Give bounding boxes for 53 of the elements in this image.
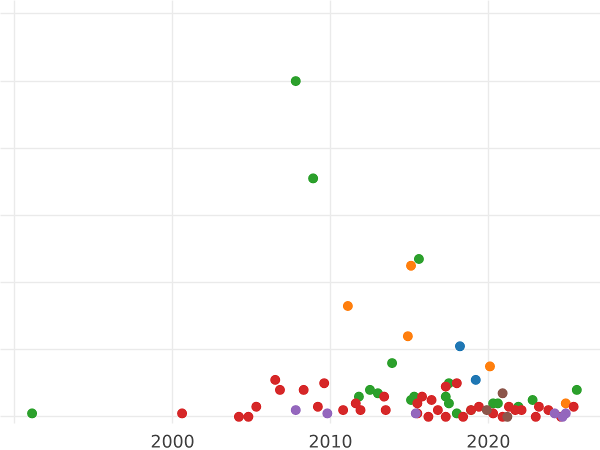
point — [322, 408, 332, 418]
x-tick-label: 2020 — [466, 432, 510, 450]
point — [350, 398, 361, 408]
point — [414, 254, 424, 264]
point — [308, 173, 318, 184]
point — [298, 384, 309, 395]
point — [452, 378, 462, 388]
x-tick-label: 2010 — [308, 432, 353, 450]
point — [406, 260, 416, 271]
point — [234, 412, 244, 422]
point — [312, 402, 323, 412]
point — [568, 402, 579, 412]
point — [387, 358, 398, 368]
point — [560, 398, 571, 408]
point — [402, 331, 413, 342]
point — [516, 405, 527, 416]
point — [290, 405, 301, 416]
point — [338, 405, 348, 416]
point — [274, 384, 285, 395]
point — [426, 395, 437, 405]
point — [27, 408, 38, 418]
point — [412, 398, 422, 408]
point — [534, 402, 544, 412]
point — [528, 395, 538, 405]
point — [432, 405, 443, 416]
point — [243, 412, 254, 422]
point — [474, 402, 484, 412]
point — [470, 374, 481, 385]
point — [458, 412, 468, 422]
point — [550, 408, 560, 418]
point — [356, 405, 366, 416]
point — [177, 408, 188, 418]
point — [270, 374, 280, 385]
point — [440, 412, 451, 422]
point — [440, 382, 451, 392]
point — [454, 341, 465, 352]
point — [364, 384, 375, 395]
point — [380, 405, 391, 416]
point — [444, 398, 454, 408]
point — [379, 392, 390, 402]
point — [530, 412, 541, 422]
point — [319, 378, 330, 388]
x-tick-label: 2000 — [150, 432, 195, 450]
point — [290, 76, 301, 86]
point — [502, 412, 512, 422]
point — [423, 412, 434, 422]
point — [498, 388, 508, 398]
point — [417, 392, 428, 402]
point — [484, 361, 495, 372]
point — [251, 402, 262, 412]
point — [572, 384, 582, 395]
point — [342, 301, 353, 311]
point — [482, 405, 492, 416]
